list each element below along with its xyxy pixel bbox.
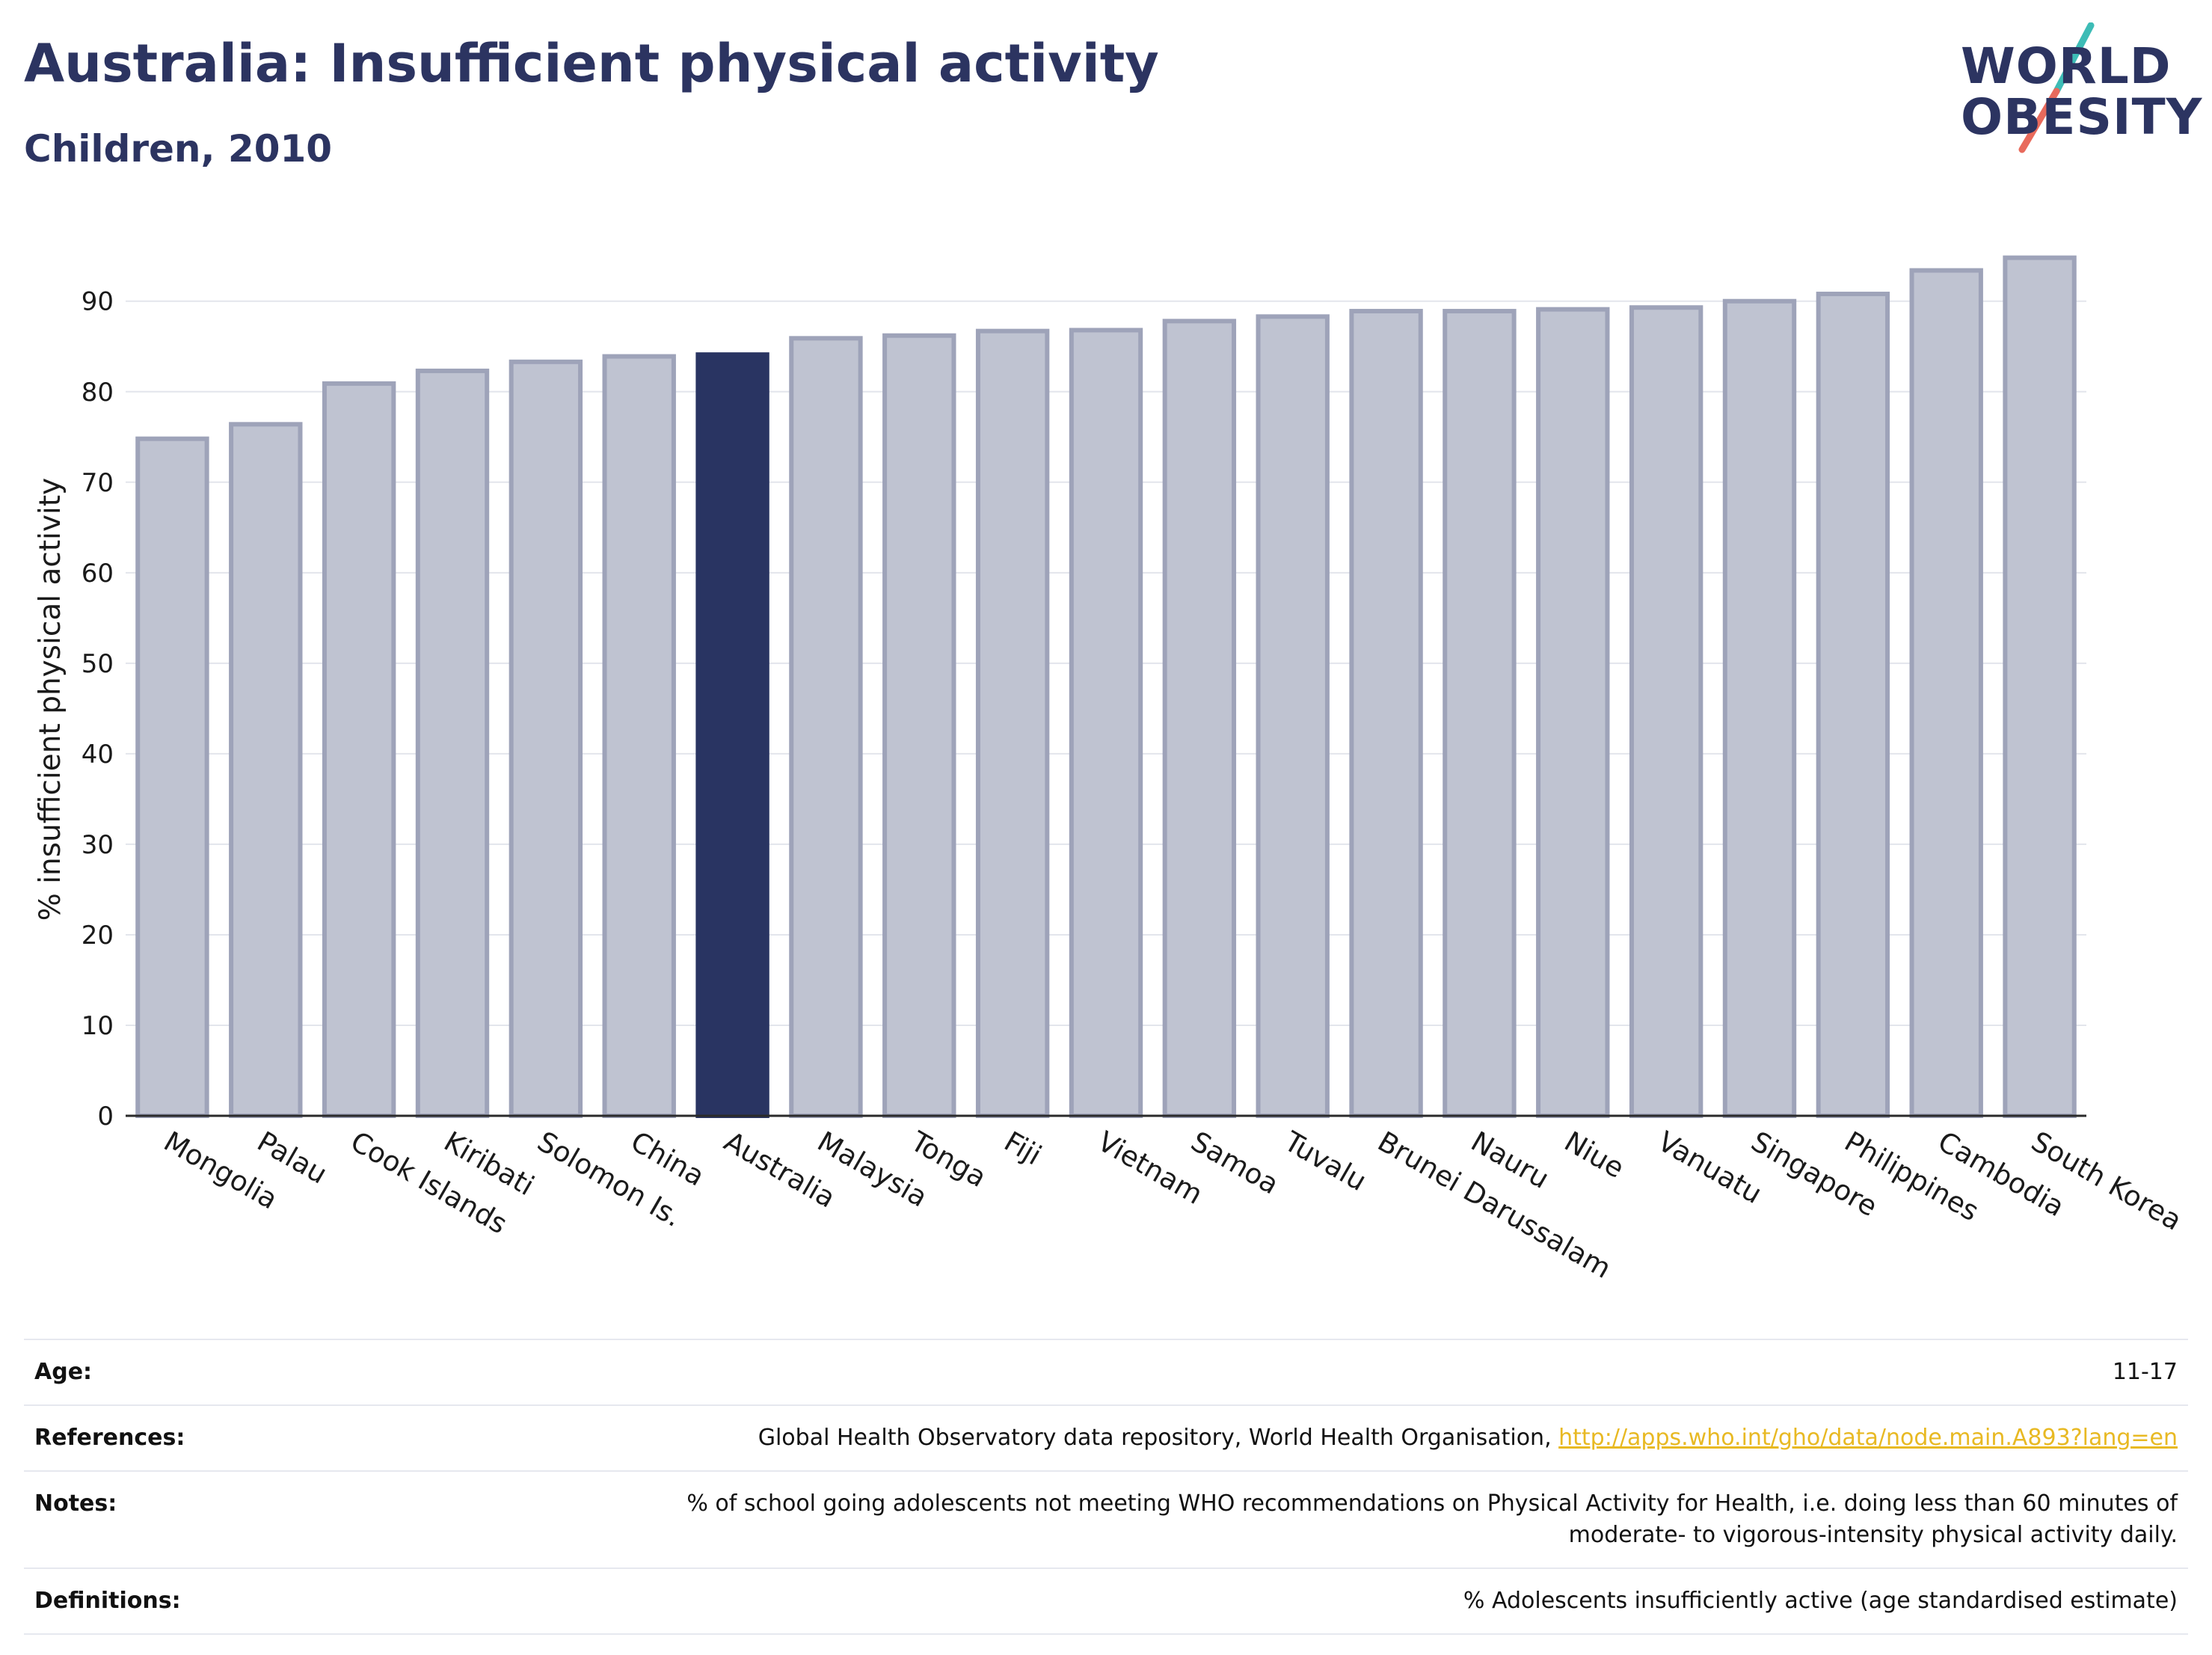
x-tick-label: Niue [1559, 1126, 1629, 1185]
notes-line-1: % of school going adolescents not meetin… [686, 1490, 2178, 1517]
references-value: Global Health Observatory data repositor… [758, 1422, 2178, 1454]
bar [1722, 298, 1797, 1118]
bar [1069, 328, 1143, 1118]
bar [322, 381, 396, 1118]
info-row-notes: Notes: % of school going adolescents not… [24, 1470, 2188, 1568]
logo-word-obesity: OBESITY [1961, 88, 2203, 146]
bar [1256, 314, 1330, 1119]
bar [1629, 305, 1703, 1118]
y-tick-label: 80 [82, 378, 114, 408]
definitions-value: % Adolescents insufficiently active (age… [1463, 1588, 2178, 1614]
y-tick-label: 90 [82, 287, 114, 317]
bar [1816, 292, 1890, 1118]
references-link[interactable]: http://apps.who.int/gho/data/node.main.A… [1558, 1425, 2178, 1451]
info-row-references: References: Global Health Observatory da… [24, 1404, 2188, 1470]
bar [509, 359, 583, 1118]
y-tick-label: 30 [82, 830, 114, 860]
x-tick-label: Cook Islands [345, 1126, 513, 1241]
age-label: Age: [34, 1359, 93, 1385]
bar [789, 336, 863, 1118]
y-tick-label: 70 [82, 468, 114, 498]
info-row-definitions: Definitions: % Adolescents insufficientl… [24, 1568, 2188, 1635]
x-tick-label: Vietnam [1093, 1126, 1208, 1211]
bar [1443, 309, 1517, 1119]
chart-subtitle: Children, 2010 [24, 127, 333, 171]
y-axis-title: % insufficient physical activity [34, 478, 67, 921]
logo-word-world: WORLD [1961, 37, 2172, 95]
bar [1536, 307, 1610, 1119]
age-value: 11-17 [2112, 1359, 2178, 1385]
y-tick-label: 10 [82, 1011, 114, 1041]
y-tick-label: 50 [82, 649, 114, 679]
y-tick-label: 0 [97, 1102, 114, 1132]
chart-title: Australia: Insufficient physical activit… [24, 33, 1159, 94]
y-tick-label: 20 [82, 921, 114, 951]
notes-label: Notes: [34, 1490, 117, 1517]
bar [602, 354, 676, 1118]
bar [1349, 309, 1423, 1119]
y-tick-label: 60 [82, 559, 114, 589]
info-row-age: Age: 11-17 [24, 1339, 2188, 1404]
notes-line-2: moderate- to vigorous-intensity physical… [1568, 1522, 2178, 1548]
bar [229, 422, 303, 1118]
y-tick-labels: 0 10 20 30 40 50 60 70 80 90 [82, 287, 114, 1132]
bars [135, 255, 2077, 1119]
world-obesity-logo: WORLD OBESITY [1944, 22, 2203, 157]
info-table: Age: 11-17 References: Global Health Obs… [24, 1339, 2188, 1635]
notes-value: % of school going adolescents not meetin… [686, 1488, 2178, 1551]
bar [975, 328, 1050, 1118]
x-tick-label: Vanuatu [1653, 1126, 1768, 1211]
bar [882, 333, 956, 1119]
bar [415, 368, 490, 1118]
bar [1162, 319, 1237, 1118]
logo-slash-icon [2018, 22, 2095, 153]
x-tick-label: Tuvalu [1278, 1125, 1371, 1197]
references-label: References: [34, 1425, 185, 1451]
y-tick-label: 40 [82, 740, 114, 770]
bar [1909, 268, 1983, 1118]
bar [135, 436, 209, 1118]
bar-highlighted [695, 352, 769, 1118]
bar [2003, 255, 2077, 1118]
x-tick-label: Fiji [999, 1126, 1047, 1172]
definitions-label: Definitions: [34, 1588, 181, 1614]
references-text: Global Health Observatory data repositor… [758, 1425, 1559, 1451]
